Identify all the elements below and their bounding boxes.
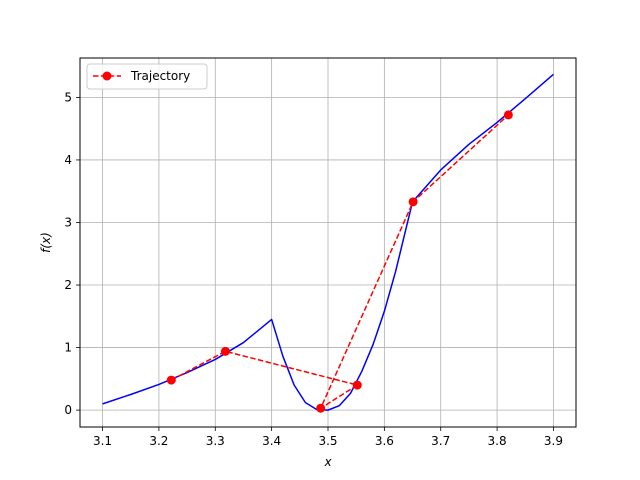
trajectory-point [503,110,513,120]
y-tick-label: 1 [64,341,72,355]
x-tick-label: 3.3 [206,434,225,448]
x-tick-label: 3.5 [318,434,337,448]
y-tick-label: 3 [64,215,72,229]
y-tick-label: 5 [64,90,72,104]
function-curve [102,73,554,411]
function-curve-line [102,73,554,411]
legend: Trajectory [86,63,208,90]
x-tick-label: 3.2 [149,434,168,448]
y-axis-ticks: 0 1 2 3 4 5 [64,90,80,417]
legend-box [86,63,208,90]
x-tick-label: 3.4 [262,434,281,448]
y-axis-label-group: f(x) [39,232,53,253]
trajectory-line [170,114,509,411]
y-axis-label: f(x) [39,232,53,253]
y-tick-label: 2 [64,278,72,292]
x-tick-label: 3.6 [375,434,394,448]
grid [80,58,576,427]
x-tick-label: 3.8 [488,434,507,448]
x-tick-label: 3.7 [431,434,450,448]
x-tick-label: 3.1 [93,434,112,448]
x-axis-label: x [323,455,332,469]
trajectory-point [352,380,362,390]
legend-trajectory-label: Trajectory [130,69,190,83]
y-tick-label: 4 [64,153,72,167]
y-tick-label: 0 [64,403,72,417]
trajectory-point [408,197,418,207]
trajectory-point [220,346,230,356]
x-axis-ticks: 3.1 3.2 3.3 3.4 3.5 3.6 3.7 3.8 3.9 [93,427,563,448]
trajectory-point [316,403,326,413]
trajectory-series [166,110,513,413]
x-tick-label: 3.9 [544,434,563,448]
legend-trajectory-marker [102,71,112,81]
trajectory-point [166,375,176,385]
